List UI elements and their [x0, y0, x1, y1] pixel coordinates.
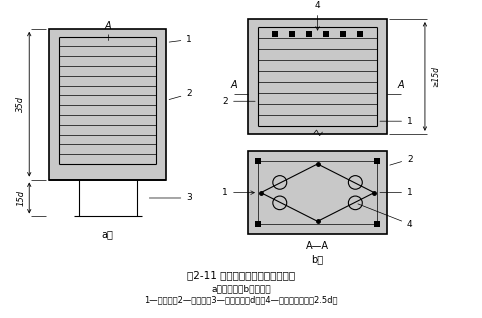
Bar	[49, 29, 166, 180]
Bar	[357, 31, 363, 37]
Text: 4: 4	[358, 204, 413, 229]
Text: 1: 1	[380, 188, 413, 197]
Bar	[258, 161, 377, 224]
Text: 35d: 35d	[16, 96, 25, 112]
Text: 1: 1	[222, 188, 254, 197]
Bar	[374, 221, 380, 227]
Bar	[272, 31, 278, 37]
Text: 2: 2	[390, 155, 413, 165]
Text: 15d: 15d	[16, 190, 25, 206]
Bar	[289, 31, 295, 37]
Text: 4: 4	[315, 1, 321, 30]
Text: b）: b）	[311, 254, 323, 264]
Bar	[340, 31, 346, 37]
Bar	[323, 31, 329, 37]
Bar	[255, 221, 261, 227]
Bar	[374, 158, 380, 164]
Text: 1: 1	[380, 117, 413, 126]
Text: 1—桩箍筋；2—桩主筋；3—锚筋（直径d）；4—锚筋孔（孔径为2.5d）: 1—桩箍筋；2—桩主筋；3—锚筋（直径d）；4—锚筋孔（孔径为2.5d）	[144, 296, 338, 305]
Text: 图2-11 浆锚法接桩节点构造示意图: 图2-11 浆锚法接桩节点构造示意图	[187, 270, 295, 280]
Text: 2: 2	[169, 89, 192, 100]
Text: ≥15d: ≥15d	[431, 66, 440, 87]
Text: A: A	[105, 21, 111, 31]
Text: A: A	[231, 80, 237, 90]
Bar	[255, 158, 261, 164]
Text: 2: 2	[223, 97, 255, 106]
Bar	[248, 151, 387, 234]
Text: A: A	[398, 80, 404, 90]
Text: 1: 1	[169, 35, 192, 44]
Text: A—A: A—A	[306, 241, 329, 251]
Text: a）上节桩；b）下节桩: a）上节桩；b）下节桩	[211, 284, 271, 293]
Bar	[248, 19, 387, 134]
Bar	[306, 31, 312, 37]
Text: 3: 3	[149, 193, 192, 203]
Text: a）: a）	[102, 229, 114, 239]
